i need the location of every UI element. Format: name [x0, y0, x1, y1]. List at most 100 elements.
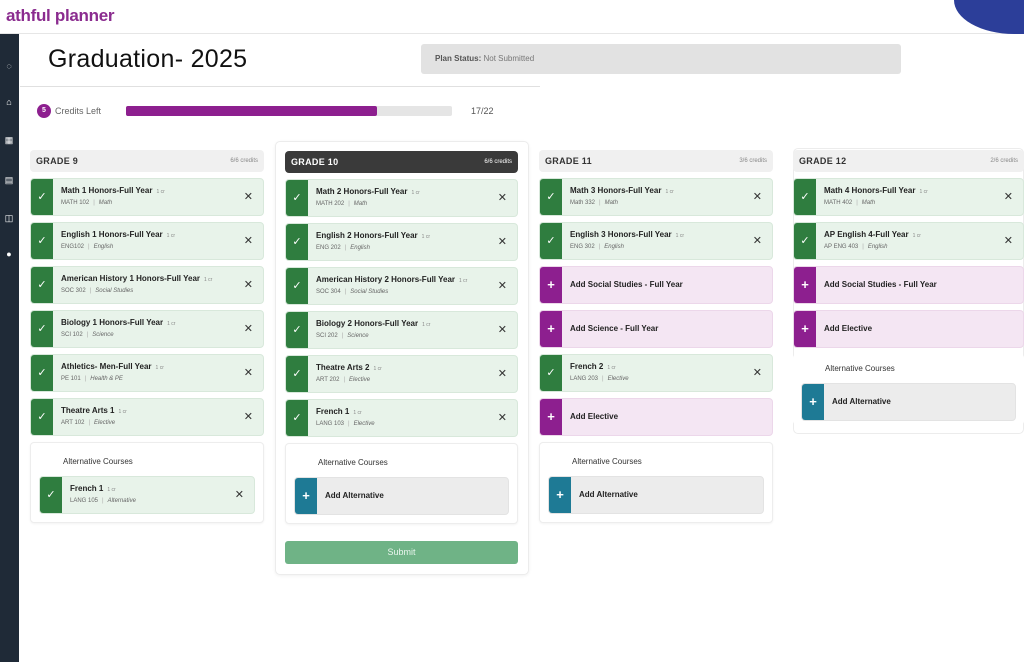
add-course-label: Add Social Studies - Full Year [570, 280, 683, 289]
remove-course-icon[interactable]: ✕ [497, 236, 507, 248]
course-name: French 1 [70, 484, 104, 493]
course-card[interactable]: ✓ English 3 Honors-Full Year 1 cr ENG 302 | E… [539, 222, 773, 260]
course-code: LANG 203 [570, 376, 599, 382]
brand-logo[interactable]: athful planner [6, 6, 115, 25]
add-alternative-label: Add Alternative [832, 397, 891, 406]
check-icon: ✓ [31, 399, 53, 435]
remove-course-icon[interactable]: ✕ [243, 279, 253, 291]
course-card[interactable]: ✓ American History 1 Honors-Full Year 1 cr… [30, 266, 264, 304]
remove-course-icon[interactable]: ✕ [243, 367, 253, 379]
add-course-label: Add Elective [824, 324, 873, 333]
course-card[interactable]: ✓ Math 2 Honors-Full Year 1 cr MATH 202 | Mat… [285, 179, 518, 217]
remove-course-icon[interactable]: ✕ [243, 411, 253, 423]
remove-course-icon[interactable]: ✕ [752, 235, 762, 247]
credits-left-label: Credits Left [55, 106, 102, 116]
remove-course-icon[interactable]: ✕ [497, 192, 507, 204]
course-code: ENG 302 [570, 244, 595, 250]
add-course-button[interactable]: + Add Social Studies - Full Year [539, 266, 773, 304]
remove-course-icon[interactable]: ✕ [497, 368, 507, 380]
course-credit: 1 cr [422, 322, 431, 328]
home-icon[interactable]: ⌂ [6, 97, 12, 107]
top-bar: athful planner [0, 0, 1024, 34]
course-code: MATH 402 [824, 200, 853, 206]
course-card[interactable]: ✓ Biology 1 Honors-Full Year 1 cr SCI 102 | S… [30, 310, 264, 348]
course-name: French 2 [570, 362, 604, 371]
course-code: PE 101 [61, 376, 81, 382]
plan-status-box: Plan Status: Not Submitted [421, 44, 901, 74]
check-icon: ✓ [540, 355, 562, 391]
remove-course-icon[interactable]: ✕ [497, 324, 507, 336]
page-title: Graduation- 2025 [48, 45, 248, 73]
alternative-courses-title: Alternative Courses [825, 364, 895, 373]
course-card[interactable]: ✓ Biology 2 Honors-Full Year 1 cr SCI 202 | S… [285, 311, 518, 349]
add-alternative-button[interactable]: + Add Alternative [294, 477, 509, 515]
plus-icon: + [540, 267, 562, 303]
inbox-icon[interactable]: ▤ [4, 175, 14, 185]
remove-course-icon[interactable]: ✕ [1003, 191, 1013, 203]
remove-course-icon[interactable]: ✕ [752, 191, 762, 203]
course-credit: 1 cr [156, 189, 165, 195]
add-alternative-button[interactable]: + Add Alternative [548, 476, 764, 514]
add-course-button[interactable]: + Add Social Studies - Full Year [793, 266, 1024, 304]
course-name: American History 1 Honors-Full Year [61, 274, 201, 283]
course-card[interactable]: ✓ Math 1 Honors-Full Year 1 cr MATH 102 | Mat… [30, 178, 264, 216]
check-icon: ✓ [31, 311, 53, 347]
nav-icon[interactable]: ◌ [6, 61, 12, 71]
add-course-button[interactable]: + Add Science - Full Year [539, 310, 773, 348]
course-credit: 1 cr [373, 366, 382, 372]
course-subject: Social Studies [350, 289, 389, 295]
course-card[interactable]: ✓ American History 2 Honors-Full Year 1 cr… [285, 267, 518, 305]
course-code: MATH 102 [61, 200, 90, 206]
add-course-button[interactable]: + Add Elective [793, 310, 1024, 348]
course-name: AP English 4-Full Year [824, 230, 909, 239]
remove-course-icon[interactable]: ✕ [1003, 235, 1013, 247]
course-name: French 1 [316, 407, 350, 416]
course-name: Math 2 Honors-Full Year [316, 187, 408, 196]
course-card[interactable]: ✓ Math 3 Honors-Full Year 1 cr Math 332 | Mat… [539, 178, 773, 216]
course-card[interactable]: ✓ English 2 Honors-Full Year 1 cr ENG 202 | E… [285, 223, 518, 261]
course-code: ENG 202 [316, 245, 341, 251]
remove-course-icon[interactable]: ✕ [752, 367, 762, 379]
remove-course-icon[interactable]: ✕ [243, 191, 253, 203]
credits-progress-text: 17/22 [471, 106, 494, 116]
grade-10-column: GRADE 10 6/6 credits ✓ Math 2 Honors-Full… [285, 151, 518, 524]
calendar-icon[interactable]: ▦ [4, 135, 14, 145]
course-card[interactable]: ✓ AP English 4-Full Year 1 cr AP ENG 403 | En… [793, 222, 1024, 260]
course-card[interactable]: ✓ Math 4 Honors-Full Year 1 cr MATH 402 | Mat… [793, 178, 1024, 216]
grade-9-column: GRADE 9 6/6 credits ✓ Math 1 Honors-Full … [30, 150, 264, 523]
remove-course-icon[interactable]: ✕ [234, 489, 244, 501]
check-icon: ✓ [31, 355, 53, 391]
check-icon: ✓ [286, 180, 308, 216]
add-course-button[interactable]: + Add Elective [539, 398, 773, 436]
credits-progress-bar [126, 106, 452, 116]
submit-button[interactable]: Submit [285, 541, 518, 564]
course-card[interactable]: ✓ English 1 Honors-Full Year 1 cr ENG102 | En… [30, 222, 264, 260]
course-card[interactable]: ✓ Athletics- Men-Full Year 1 cr PE 101 | Heal… [30, 354, 264, 392]
course-subject: Math [604, 200, 618, 206]
course-name: English 3 Honors-Full Year [570, 230, 672, 239]
remove-course-icon[interactable]: ✕ [497, 280, 507, 292]
check-icon: ✓ [794, 223, 816, 259]
grade-credits: 2/6 credits [990, 158, 1018, 164]
map-icon[interactable]: ◫ [4, 213, 14, 223]
remove-course-icon[interactable]: ✕ [243, 235, 253, 247]
grade-credits: 6/6 credits [230, 158, 258, 164]
grade-12-column: GRADE 12 2/6 credits ✓ Math 4 Honors-Full… [793, 150, 1024, 425]
check-icon: ✓ [31, 179, 53, 215]
alternative-courses-title: Alternative Courses [63, 457, 133, 466]
alternative-courses-title: Alternative Courses [318, 458, 388, 467]
credits-progress-fill [126, 106, 378, 116]
course-name: Athletics- Men-Full Year [61, 362, 152, 371]
course-credit: 1 cr [919, 189, 928, 195]
help-icon[interactable]: ● [6, 249, 12, 259]
remove-course-icon[interactable]: ✕ [243, 323, 253, 335]
add-course-label: Add Science - Full Year [570, 324, 659, 333]
remove-course-icon[interactable]: ✕ [497, 412, 507, 424]
add-alternative-button[interactable]: + Add Alternative [801, 383, 1016, 421]
